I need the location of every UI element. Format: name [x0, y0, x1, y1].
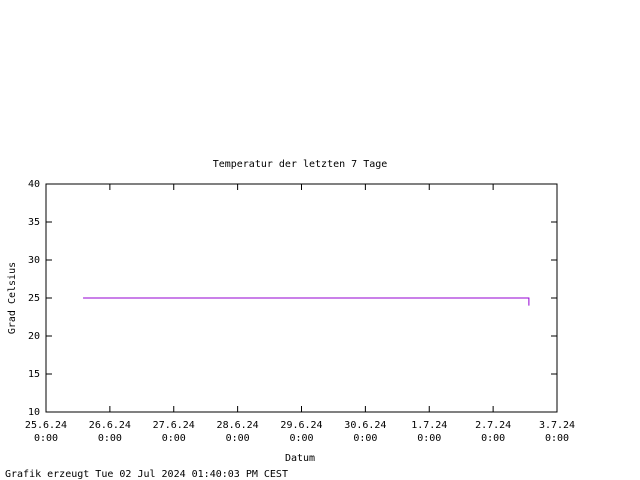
y-tick-label: 25 — [28, 293, 40, 304]
y-tick-label: 15 — [28, 369, 40, 380]
x-axis-label: Datum — [285, 453, 315, 464]
x-tick-label: 1.7.24 0:00 — [411, 420, 447, 444]
x-tick-label: 28.6.24 0:00 — [217, 420, 259, 444]
y-axis-label: Grad Celsius — [7, 262, 18, 334]
x-tick-label: 3.7.24 0:00 — [539, 420, 575, 444]
x-tick-label: 25.6.24 0:00 — [25, 420, 67, 444]
y-tick-label: 20 — [28, 331, 40, 342]
x-tick-label: 30.6.24 0:00 — [344, 420, 386, 444]
y-tick-label: 40 — [28, 179, 40, 190]
x-tick-label: 29.6.24 0:00 — [280, 420, 322, 444]
data-line — [83, 297, 530, 306]
x-tick-label: 26.6.24 0:00 — [89, 420, 131, 444]
x-tick-label: 27.6.24 0:00 — [153, 420, 195, 444]
y-tick-label: 30 — [28, 255, 40, 266]
y-tick-label: 35 — [28, 217, 40, 228]
footer: Grafik erzeugt Tue 02 Jul 2024 01:40:03 … — [5, 469, 288, 480]
chart-title: Temperatur der letzten 7 Tage — [213, 159, 388, 170]
y-tick-label: 10 — [28, 407, 40, 418]
x-tick-label: 2.7.24 0:00 — [475, 420, 511, 444]
